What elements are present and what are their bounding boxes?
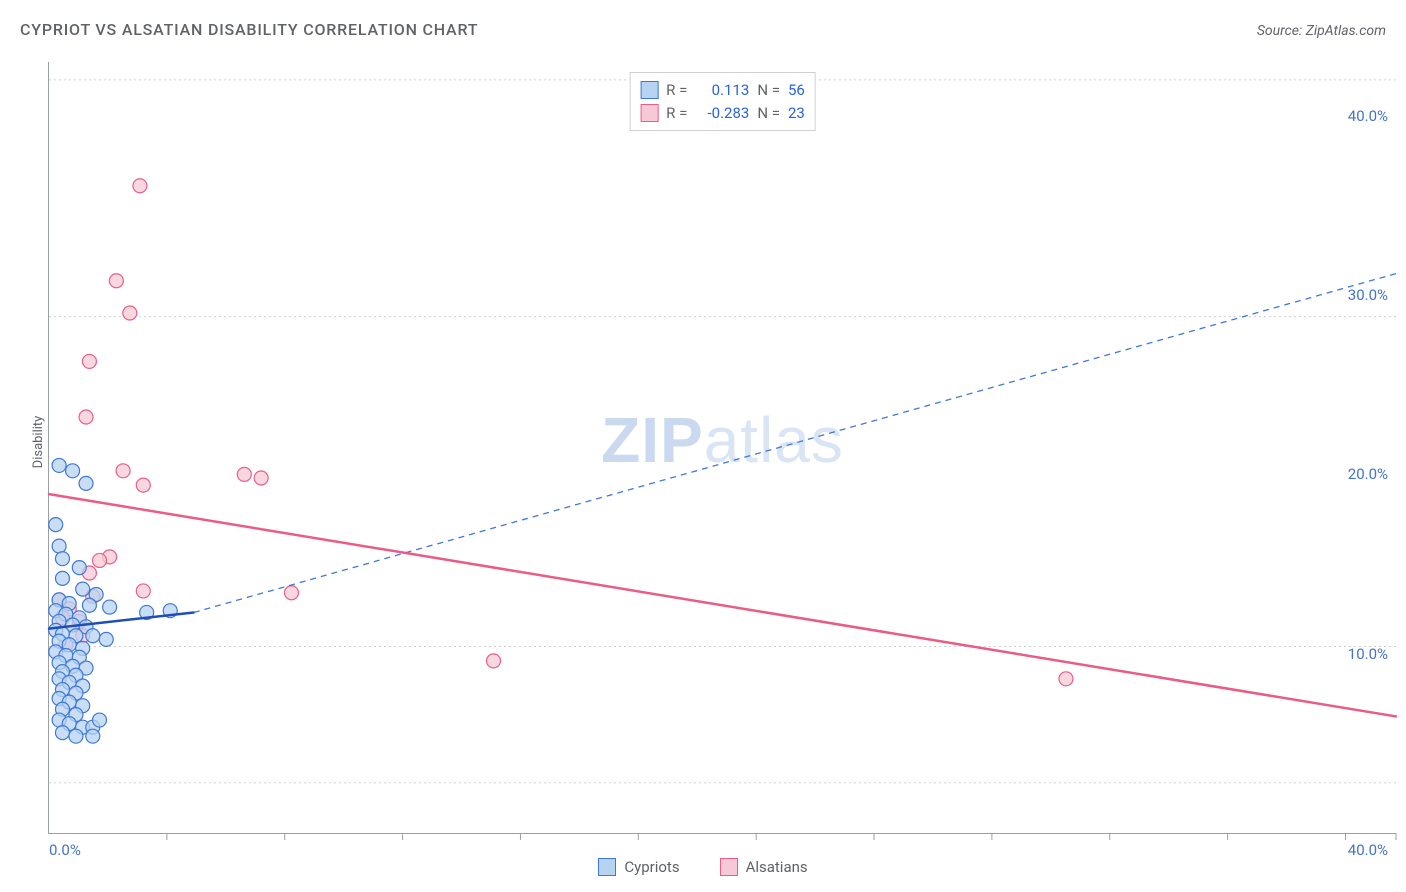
correlation-legend: R = 0.113 N = 56 R = -0.283 N = 23	[629, 72, 816, 131]
swatch-cypriots-icon	[598, 858, 616, 876]
legend-row-cypriots: R = 0.113 N = 56	[640, 79, 805, 102]
chart-svg	[49, 62, 1396, 833]
n-value-cypriots: 56	[788, 79, 805, 102]
legend-label-cypriots: Cypriots	[624, 858, 679, 876]
n-value-alsatians: 23	[788, 102, 805, 125]
x-axis-zero-label: 0.0%	[49, 841, 81, 859]
swatch-alsatians	[640, 104, 658, 122]
chart-container: CYPRIOT VS ALSATIAN DISABILITY CORRELATI…	[0, 0, 1406, 892]
legend-item-cypriots: Cypriots	[598, 858, 679, 876]
n-label: N =	[757, 102, 780, 125]
legend-label-alsatians: Alsatians	[746, 858, 808, 876]
legend-item-alsatians: Alsatians	[720, 858, 808, 876]
r-value-cypriots: 0.113	[695, 79, 749, 102]
y-tick-label: 20.0%	[1348, 465, 1388, 483]
header: CYPRIOT VS ALSATIAN DISABILITY CORRELATI…	[20, 20, 1386, 39]
r-label: R =	[666, 102, 687, 125]
n-label: N =	[757, 79, 780, 102]
y-tick-label: 30.0%	[1348, 286, 1388, 304]
chart-title: CYPRIOT VS ALSATIAN DISABILITY CORRELATI…	[20, 20, 478, 39]
swatch-cypriots	[640, 81, 658, 99]
plot-wrapper: Disability ZIPatlas R = 0.113 N = 56 R =…	[18, 50, 1396, 834]
y-tick-label: 10.0%	[1348, 645, 1388, 663]
r-value-alsatians: -0.283	[695, 102, 749, 125]
y-axis-label: Disability	[31, 416, 46, 469]
r-label: R =	[666, 79, 687, 102]
legend-row-alsatians: R = -0.283 N = 23	[640, 102, 805, 125]
source-attribution: Source: ZipAtlas.com	[1257, 23, 1386, 39]
series-legend: Cypriots Alsatians	[0, 858, 1406, 876]
plot-area: ZIPatlas R = 0.113 N = 56 R = -0.283 N =…	[48, 62, 1396, 834]
swatch-alsatians-icon	[720, 858, 738, 876]
x-axis-max-label: 40.0%	[1348, 841, 1388, 859]
y-tick-label: 40.0%	[1348, 107, 1388, 125]
